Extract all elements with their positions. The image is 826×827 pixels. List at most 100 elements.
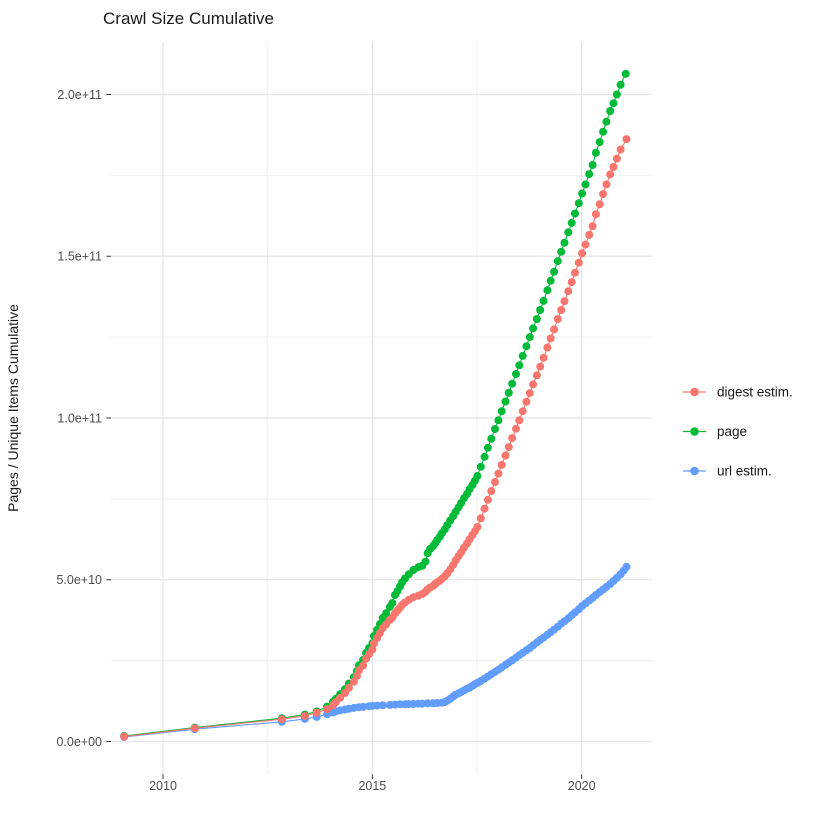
data-point [546, 334, 555, 343]
legend-entry-url: url estim. [683, 464, 772, 479]
data-point [494, 416, 503, 425]
data-point [571, 268, 579, 277]
data-point [359, 702, 368, 711]
data-point [491, 425, 499, 433]
data-point [560, 297, 569, 306]
gridlines-major [111, 41, 652, 775]
data-point [323, 705, 332, 714]
data-point [581, 240, 590, 249]
data-point [546, 276, 555, 285]
data-point [120, 732, 129, 741]
data-point [522, 397, 531, 406]
data-point [529, 324, 538, 333]
y-axis-tick-labels: 0.0e+00 5.0e+10 1.0e+11 1.5e+11 2.0e+11 [56, 88, 102, 749]
data-point [525, 333, 534, 342]
data-point [588, 222, 597, 231]
data-point [480, 452, 489, 461]
series-digest-estim- [120, 135, 631, 741]
x-tick-label: 2015 [358, 779, 386, 793]
data-point [491, 478, 499, 487]
data-point [616, 145, 625, 154]
data-point [518, 351, 527, 360]
data-point [473, 471, 482, 480]
data-point [388, 599, 397, 607]
data-point [581, 180, 590, 189]
data-point [473, 523, 482, 531]
data-point [543, 343, 552, 352]
data-point [382, 609, 391, 618]
x-axis-tick-labels: 2010 2015 2020 [149, 779, 596, 793]
data-point [621, 69, 630, 78]
data-point [553, 315, 562, 323]
data-point [483, 443, 492, 452]
legend-key-point [690, 387, 699, 397]
axis-tick-marks [106, 94, 583, 779]
x-tick-label: 2020 [568, 779, 596, 793]
data-point [312, 708, 321, 717]
data-point [515, 361, 524, 370]
data-point [588, 161, 597, 169]
data-point [518, 407, 527, 416]
data-point [557, 306, 566, 314]
data-point [501, 397, 510, 406]
data-point [567, 218, 576, 227]
data-point [553, 257, 562, 266]
data-point [595, 200, 604, 209]
data-series-layer [120, 69, 631, 741]
data-point [487, 487, 496, 496]
data-point [606, 107, 615, 115]
data-point [585, 230, 594, 239]
data-point [591, 210, 600, 219]
data-point [585, 170, 594, 179]
data-point [487, 434, 496, 443]
data-point [616, 80, 625, 89]
data-point [529, 380, 538, 389]
data-point [344, 683, 353, 692]
data-point [532, 371, 541, 380]
data-point [421, 557, 430, 566]
data-point [504, 443, 513, 452]
data-point [539, 353, 548, 362]
data-point [504, 388, 513, 397]
data-point [508, 379, 517, 388]
y-tick-label: 1.5e+11 [57, 250, 102, 264]
data-point [557, 247, 566, 256]
data-point [564, 228, 573, 237]
gridlines-minor [111, 41, 652, 775]
data-point [277, 715, 286, 724]
y-axis-title: Pages / Unique Items Cumulative [5, 304, 21, 512]
legend-label: digest estim. [717, 385, 793, 400]
data-point [606, 170, 615, 179]
legend-entry-digest: digest estim. [683, 385, 793, 400]
x-tick-label: 2010 [149, 779, 177, 793]
data-point [368, 645, 377, 654]
data-point [539, 296, 548, 305]
data-point [512, 424, 520, 433]
data-point [578, 249, 587, 258]
data-point [480, 504, 489, 513]
data-point [591, 148, 600, 157]
data-point [609, 163, 618, 171]
data-point [599, 190, 608, 199]
legend-key-point [690, 427, 699, 436]
data-point [349, 677, 358, 686]
data-point [532, 315, 541, 323]
data-point [571, 209, 579, 218]
data-point [483, 495, 492, 504]
y-tick-label: 5.0e+10 [56, 573, 102, 587]
data-point [564, 287, 573, 296]
series-url-estim- [120, 562, 631, 741]
data-point [300, 711, 309, 720]
legend-key-point [690, 466, 699, 476]
data-point [476, 462, 485, 471]
data-point [595, 138, 604, 147]
data-point [602, 117, 611, 126]
legend: digest estim. page url estim. [683, 385, 793, 479]
data-point [602, 180, 611, 189]
data-point [550, 325, 559, 334]
y-tick-label: 0.0e+00 [56, 735, 102, 749]
data-point [515, 416, 524, 425]
data-point [612, 154, 621, 163]
data-point [543, 286, 552, 295]
